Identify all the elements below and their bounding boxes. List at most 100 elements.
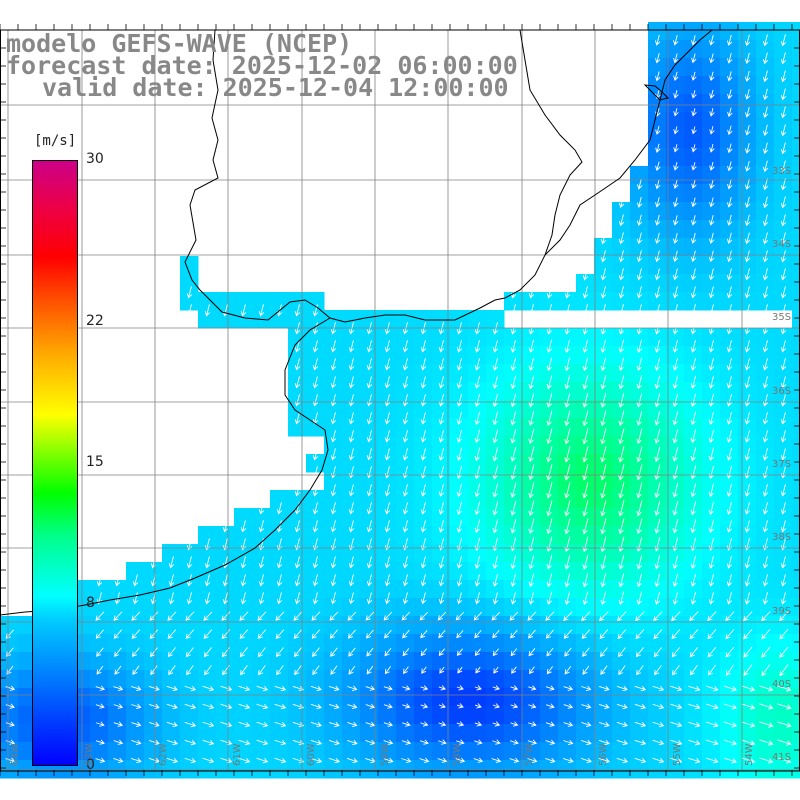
wind-arrow (420, 648, 428, 657)
wind-cell (648, 400, 667, 419)
wind-arrow (762, 394, 769, 407)
wind-cell (666, 742, 685, 761)
wind-cell (432, 562, 451, 581)
wind-arrow (709, 197, 715, 208)
wind-cell (558, 670, 577, 689)
wind-arrow (113, 721, 124, 727)
wind-cell (756, 40, 775, 59)
wind-cell (396, 598, 415, 617)
wind-arrow (311, 611, 321, 621)
wind-arrow (672, 429, 679, 444)
wind-cell (720, 706, 739, 725)
wind-arrow (384, 556, 391, 569)
wind-cell (684, 652, 703, 671)
wind-cell (792, 508, 800, 527)
wind-cell (702, 454, 721, 473)
forecast-date: forecast date: 2025-12-02 06:00:00 (6, 51, 518, 80)
wind-cell (756, 436, 775, 455)
wind-cell (234, 724, 253, 743)
wind-cell (648, 562, 667, 581)
wind-cell (666, 472, 685, 491)
wind-arrow (762, 34, 769, 47)
wind-arrow (780, 502, 787, 515)
wind-cell (360, 580, 379, 599)
wind-arrow (564, 304, 571, 317)
wind-cell (486, 616, 505, 635)
wind-cell (684, 436, 703, 455)
wind-arrow (275, 647, 284, 658)
wind-cell (324, 346, 343, 365)
wind-cell (234, 670, 253, 689)
wind-arrow (652, 703, 665, 710)
wind-cell (594, 364, 613, 383)
wind-cell (522, 436, 541, 455)
wind-arrow (564, 482, 571, 499)
wind-cell (648, 436, 667, 455)
wind-arrow (330, 647, 338, 657)
colorbar-tick-22: 22 (86, 312, 104, 329)
wind-arrow (671, 611, 681, 622)
wind-arrow (366, 376, 373, 389)
wind-arrow (312, 412, 319, 425)
wind-cell (576, 382, 595, 401)
wind-arrow (707, 611, 717, 622)
wind-cell (342, 634, 361, 653)
wind-cell (684, 382, 703, 401)
wind-arrow (149, 647, 158, 658)
wind-cell (468, 400, 487, 419)
wind-arrow (780, 556, 787, 569)
wind-arrow (741, 757, 756, 764)
wind-cell (360, 400, 379, 419)
wind-arrow (348, 502, 355, 515)
wind-arrow (780, 448, 787, 461)
wind-arrow (654, 339, 661, 353)
wind-cell (756, 526, 775, 545)
wind-arrow (456, 739, 465, 745)
wind-cell (270, 652, 289, 671)
wind-cell (414, 634, 433, 653)
wind-arrow (509, 757, 520, 763)
wind-cell (486, 742, 505, 761)
wind-arrow (636, 357, 643, 372)
wind-cell (792, 454, 800, 473)
wind-cell (720, 436, 739, 455)
wind-cell (684, 508, 703, 527)
wind-arrow (563, 629, 573, 639)
wind-cell (702, 58, 721, 77)
wind-cell (18, 724, 37, 743)
wind-arrow (743, 646, 753, 658)
wind-arrow (438, 501, 445, 515)
wind-cell (396, 490, 415, 509)
wind-arrow (384, 448, 391, 461)
wind-cell (180, 724, 199, 743)
wind-arrow (672, 357, 679, 371)
wind-arrow (690, 375, 697, 389)
wind-arrow (762, 178, 769, 191)
wind-cell (684, 472, 703, 491)
wind-cell (432, 454, 451, 473)
wind-arrow (672, 519, 679, 534)
wind-cell (648, 112, 667, 131)
wind-cell (720, 94, 739, 113)
wind-cell (378, 616, 397, 635)
wind-arrow (545, 611, 555, 621)
wind-arrow (312, 665, 320, 676)
wind-arrow (564, 573, 571, 588)
wind-cell (666, 238, 685, 257)
wind-arrow (762, 376, 769, 389)
wind-cell (702, 130, 721, 149)
wind-arrow (582, 482, 589, 499)
wind-cell (216, 616, 235, 635)
wind-arrow (330, 358, 337, 371)
wind-arrow (274, 739, 287, 746)
wind-arrow (653, 611, 663, 622)
wind-arrow (546, 286, 553, 299)
wind-cell (180, 760, 199, 779)
wind-cell (738, 562, 757, 581)
wind-arrow (474, 519, 481, 534)
wind-cell (792, 274, 800, 293)
wind-arrow (131, 703, 142, 709)
wind-cell (684, 724, 703, 743)
wind-cell (306, 418, 325, 437)
wind-cell (576, 616, 595, 635)
